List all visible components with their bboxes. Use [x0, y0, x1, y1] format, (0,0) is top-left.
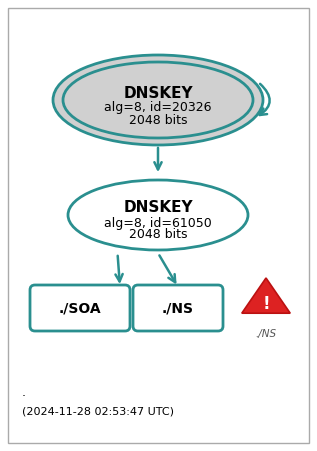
- FancyBboxPatch shape: [133, 285, 223, 331]
- Text: ./NS: ./NS: [162, 301, 194, 315]
- Text: alg=8, id=20326: alg=8, id=20326: [104, 101, 212, 115]
- Text: 2048 bits: 2048 bits: [129, 229, 187, 241]
- Text: alg=8, id=61050: alg=8, id=61050: [104, 216, 212, 230]
- Text: .: .: [22, 387, 26, 400]
- FancyArrowPatch shape: [260, 84, 270, 115]
- Text: ./NS: ./NS: [256, 329, 276, 339]
- Ellipse shape: [53, 55, 263, 145]
- Polygon shape: [242, 278, 290, 313]
- Ellipse shape: [63, 62, 253, 138]
- Ellipse shape: [68, 180, 248, 250]
- FancyBboxPatch shape: [8, 8, 309, 443]
- FancyBboxPatch shape: [30, 285, 130, 331]
- Text: DNSKEY: DNSKEY: [123, 201, 193, 216]
- Text: (2024-11-28 02:53:47 UTC): (2024-11-28 02:53:47 UTC): [22, 406, 174, 416]
- Text: 2048 bits: 2048 bits: [129, 114, 187, 126]
- Text: DNSKEY: DNSKEY: [123, 86, 193, 101]
- Text: !: !: [262, 295, 270, 313]
- Text: ./SOA: ./SOA: [59, 301, 101, 315]
